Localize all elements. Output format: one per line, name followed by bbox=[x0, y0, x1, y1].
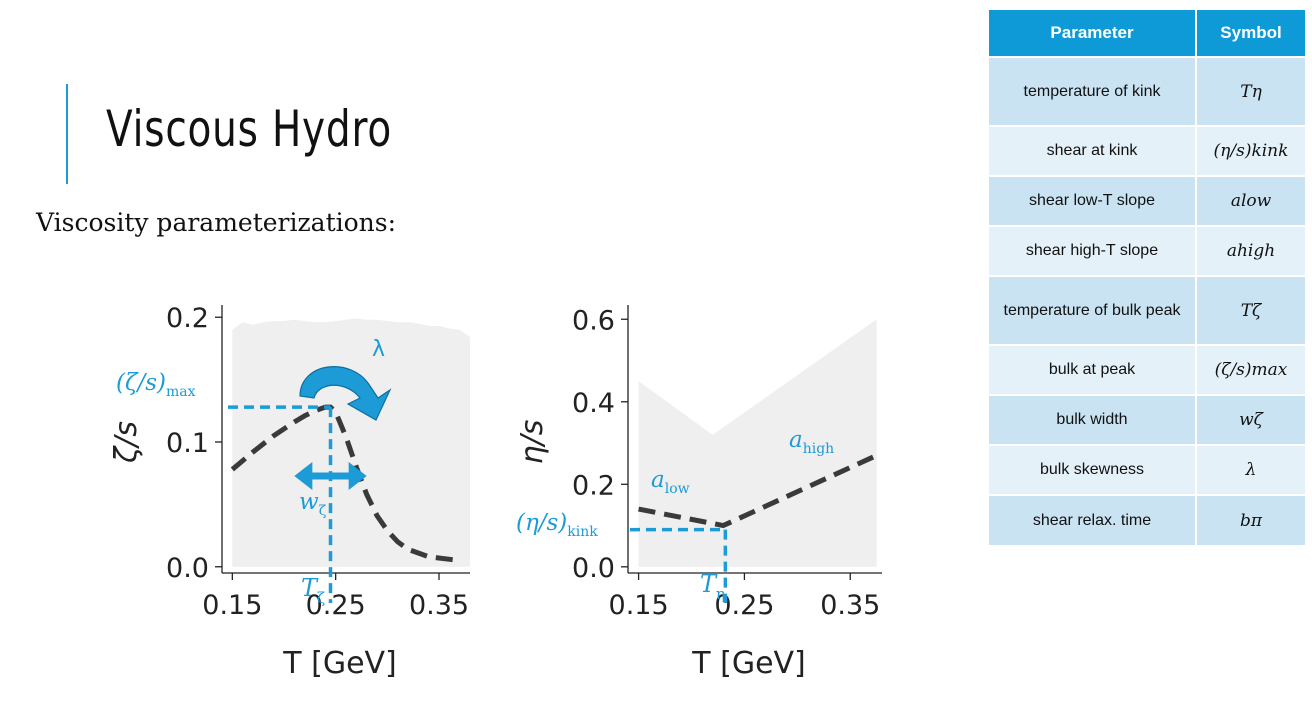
table-row: bulk skewness λ bbox=[989, 444, 1305, 495]
symbol-text: (ζ/s)max bbox=[1214, 360, 1288, 380]
y-tick-label: 0.0 bbox=[166, 553, 209, 584]
x-tick-label: 0.15 bbox=[202, 590, 262, 621]
symbol-cell: ahigh bbox=[1196, 225, 1305, 276]
symbol-cell: wζ bbox=[1196, 394, 1305, 445]
param-cell: shear at kink bbox=[989, 125, 1197, 176]
bulk-viscosity-chart: 0.15 0.25 0.35 0.0 0.1 0.2 T [GeV] ζ/s (ζ/s)max w… bbox=[109, 303, 470, 681]
posterior-band bbox=[232, 318, 470, 567]
symbol-text: (η/s)kink bbox=[1213, 141, 1289, 161]
symbol-cell: alow bbox=[1196, 175, 1305, 226]
y-tick-label: 0.0 bbox=[572, 553, 615, 584]
kink-temperature-label: Tη bbox=[700, 570, 725, 603]
x-tick-label: 0.15 bbox=[609, 590, 669, 621]
symbol-text: wζ bbox=[1239, 410, 1263, 430]
symbol-text: Tζ bbox=[1240, 300, 1262, 321]
symbol-cell: λ bbox=[1196, 444, 1305, 495]
x-tick-label: 0.25 bbox=[306, 590, 366, 621]
y-axis-label: ζ/s bbox=[109, 421, 144, 464]
table-row: shear relax. time bπ bbox=[989, 494, 1305, 545]
y-tick-label: 0.1 bbox=[166, 428, 209, 459]
posterior-band bbox=[638, 319, 877, 567]
symbol-cell: bπ bbox=[1196, 494, 1305, 545]
shear-viscosity-chart: 0.15 0.25 0.350.00.20.40.6T [GeV]η/s(η/s)k… bbox=[515, 305, 882, 681]
symbol-cell: Tζ bbox=[1196, 275, 1305, 345]
param-cell: shear high-T slope bbox=[989, 225, 1197, 276]
parameter-table: Parameter Symbol temperature of kink Tη … bbox=[989, 10, 1305, 545]
y-tick-label: 0.2 bbox=[572, 470, 615, 501]
symbol-text: λ bbox=[1245, 460, 1257, 480]
symbol-cell: (ζ/s)max bbox=[1196, 344, 1305, 395]
peak-value-label: (ζ/s)max bbox=[116, 370, 196, 400]
y-axis-label: η/s bbox=[515, 420, 550, 465]
param-cell: bulk at peak bbox=[989, 344, 1197, 395]
symbol-cell: (η/s)kink bbox=[1196, 125, 1305, 176]
symbol-text: bπ bbox=[1239, 510, 1263, 531]
series-line bbox=[638, 453, 878, 529]
symbol-text: ahigh bbox=[1226, 241, 1276, 261]
table-row: temperature of bulk peak Tζ bbox=[989, 275, 1305, 345]
width-arrow-right-head bbox=[348, 462, 367, 490]
y-tick-label: 0.2 bbox=[166, 303, 209, 334]
table-row: shear low-T slope alow bbox=[989, 175, 1305, 226]
title-accent-bar bbox=[66, 84, 68, 184]
table-row: shear at kink (η/s)kink bbox=[989, 125, 1305, 176]
symbol-cell: Tη bbox=[1196, 56, 1305, 126]
series-line bbox=[230, 404, 460, 564]
param-cell: shear relax. time bbox=[989, 494, 1197, 545]
slide-subtitle: Viscosity parameterizations: bbox=[36, 208, 397, 237]
high-slope-label: ahigh bbox=[789, 427, 834, 457]
x-axis-label: T [GeV] bbox=[691, 646, 806, 681]
skewness-arrow-icon bbox=[299, 366, 392, 421]
low-slope-label: alow bbox=[651, 467, 690, 497]
symbol-text: Tη bbox=[1240, 81, 1262, 102]
x-axis-label: T [GeV] bbox=[282, 646, 397, 681]
table-row: bulk at peak (ζ/s)max bbox=[989, 344, 1305, 395]
table-row: shear high-T slope ahigh bbox=[989, 225, 1305, 276]
slide-title: Viscous Hydro bbox=[106, 100, 393, 158]
skewness-label: λ bbox=[372, 337, 385, 362]
x-tick-label: 0.35 bbox=[409, 590, 469, 621]
x-tick-label: 0.35 bbox=[820, 590, 880, 621]
param-cell: shear low-T slope bbox=[989, 175, 1197, 226]
table-row: temperature of kink Tη bbox=[989, 56, 1305, 126]
width-label: wζ bbox=[299, 489, 327, 519]
y-tick-label: 0.4 bbox=[572, 388, 615, 419]
header-parameter: Parameter bbox=[989, 10, 1197, 57]
peak-temperature-label: Tζ bbox=[301, 574, 325, 607]
header-symbol: Symbol bbox=[1196, 10, 1305, 57]
param-cell: bulk width bbox=[989, 394, 1197, 445]
table-header-row: Parameter Symbol bbox=[989, 10, 1305, 57]
kink-value-label: (η/s)kink bbox=[516, 510, 598, 540]
param-cell: bulk skewness bbox=[989, 444, 1197, 495]
symbol-text: alow bbox=[1230, 191, 1272, 211]
table-row: bulk width wζ bbox=[989, 394, 1305, 445]
param-cell: temperature of bulk peak bbox=[989, 275, 1197, 345]
param-cell: temperature of kink bbox=[989, 56, 1197, 126]
y-tick-label: 0.6 bbox=[572, 305, 615, 336]
width-arrow-left-head bbox=[294, 462, 313, 490]
